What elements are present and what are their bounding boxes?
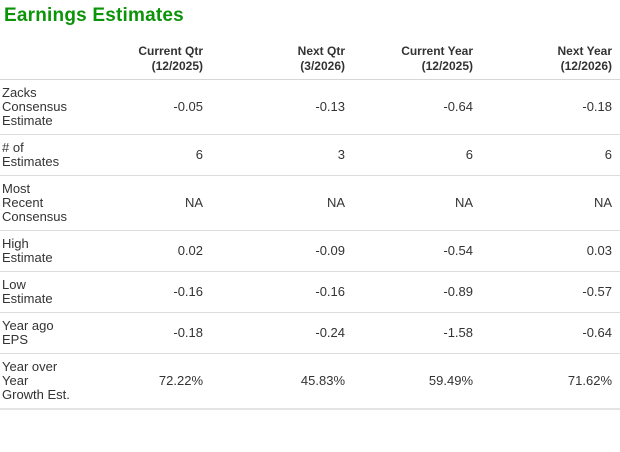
cell-value: -0.16: [72, 271, 211, 313]
table-row-year-ago-eps: Year ago EPS -0.18 -0.24 -1.58 -0.64: [0, 312, 620, 354]
cell-value: 72.22%: [72, 353, 211, 410]
table-row-year-over-year-growth-est: Year over Year Growth Est. 72.22% 45.83%…: [0, 353, 620, 410]
cell-value: -0.09: [211, 230, 353, 272]
earnings-estimates-table: Current Qtr (12/2025) Next Qtr (3/2026) …: [0, 44, 620, 410]
cell-value: 6: [72, 134, 211, 176]
cell-value: -0.13: [211, 79, 353, 135]
row-label: # of Estimates: [0, 134, 72, 176]
row-label: Zacks Consensus Estimate: [0, 79, 72, 135]
row-label: Year ago EPS: [0, 312, 72, 354]
cell-value: 6: [481, 134, 620, 176]
header-corner-cell: [0, 44, 72, 80]
cell-value: -0.57: [481, 271, 620, 313]
row-label: High Estimate: [0, 230, 72, 272]
row-label: Year over Year Growth Est.: [0, 353, 72, 410]
row-label: Low Estimate: [0, 271, 72, 313]
cell-value: -1.58: [353, 312, 481, 354]
cell-value: 6: [353, 134, 481, 176]
cell-value: 45.83%: [211, 353, 353, 410]
cell-value: NA: [72, 175, 211, 231]
cell-value: -0.54: [353, 230, 481, 272]
table-row-high-estimate: High Estimate 0.02 -0.09 -0.54 0.03: [0, 230, 620, 272]
cell-value: -0.64: [481, 312, 620, 354]
table-row-low-estimate: Low Estimate -0.16 -0.16 -0.89 -0.57: [0, 271, 620, 313]
cell-value: -0.64: [353, 79, 481, 135]
cell-value: NA: [481, 175, 620, 231]
column-header-current-year: Current Year (12/2025): [353, 44, 481, 80]
cell-value: NA: [211, 175, 353, 231]
cell-value: 0.03: [481, 230, 620, 272]
cell-value: -0.16: [211, 271, 353, 313]
table-row-number-of-estimates: # of Estimates 6 3 6 6: [0, 134, 620, 176]
row-label: Most Recent Consensus: [0, 175, 72, 231]
table-row-zacks-consensus-estimate: Zacks Consensus Estimate -0.05 -0.13 -0.…: [0, 79, 620, 135]
column-header-next-qtr: Next Qtr (3/2026): [211, 44, 353, 80]
cell-value: 3: [211, 134, 353, 176]
cell-value: 71.62%: [481, 353, 620, 410]
cell-value: -0.05: [72, 79, 211, 135]
cell-value: -0.89: [353, 271, 481, 313]
cell-value: -0.18: [72, 312, 211, 354]
column-header-next-year: Next Year (12/2026): [481, 44, 620, 80]
cell-value: 0.02: [72, 230, 211, 272]
cell-value: NA: [353, 175, 481, 231]
cell-value: -0.18: [481, 79, 620, 135]
table-row-most-recent-consensus: Most Recent Consensus NA NA NA NA: [0, 175, 620, 231]
header-row: Current Qtr (12/2025) Next Qtr (3/2026) …: [0, 44, 620, 80]
cell-value: -0.24: [211, 312, 353, 354]
cell-value: 59.49%: [353, 353, 481, 410]
page-title: Earnings Estimates: [4, 5, 184, 26]
column-header-current-qtr: Current Qtr (12/2025): [72, 44, 211, 80]
